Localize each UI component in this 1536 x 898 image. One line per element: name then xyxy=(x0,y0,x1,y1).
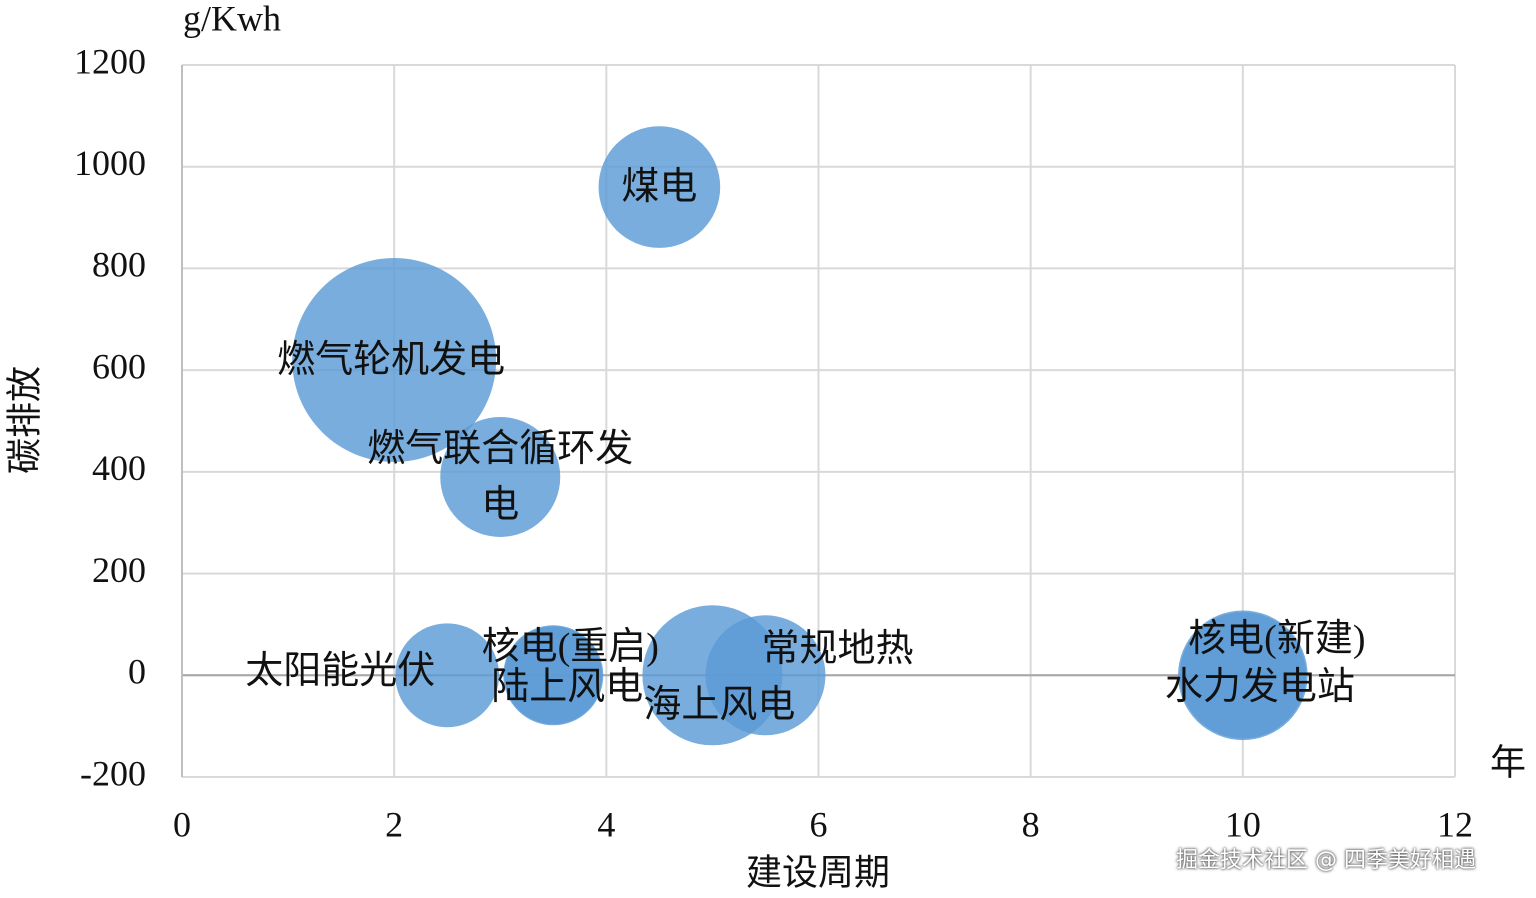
bubble-label: 燃气联合循环发电 xyxy=(367,427,634,526)
bubble-label: 核电(重启) xyxy=(481,626,659,669)
y-tick-label: 800 xyxy=(92,245,146,285)
bubble xyxy=(504,626,603,725)
bubble-label: 常规地热 xyxy=(761,628,914,671)
x-axis-title: 建设周期 xyxy=(746,852,890,892)
y-tick-label: -200 xyxy=(80,753,146,793)
y-axis-title: 碳排放 xyxy=(4,366,44,474)
x-tick-label: 4 xyxy=(597,804,615,844)
y-tick-label: 600 xyxy=(92,346,146,386)
watermark: 掘金技术社区 @ 四季美好相遇 xyxy=(1176,848,1476,873)
bubble xyxy=(598,126,721,248)
y-tick-label: 200 xyxy=(92,550,146,590)
x-tick-label: 6 xyxy=(810,804,828,844)
bubble-label: 太阳能光伏 xyxy=(245,650,436,693)
bubble xyxy=(705,615,826,736)
y-tick-label: 1000 xyxy=(74,143,146,183)
y-unit: g/Kwh xyxy=(183,0,281,38)
x-tick-label: 2 xyxy=(385,804,403,844)
x-tick-label: 0 xyxy=(173,804,191,844)
x-tick-label: 8 xyxy=(1022,804,1040,844)
bubble-label: 水力发电站 xyxy=(1164,666,1355,709)
bubble-label: 海上风电 xyxy=(643,684,796,727)
x-unit: 年 xyxy=(1490,742,1526,782)
bubble xyxy=(395,623,500,728)
bubble-label: 核电(新建) xyxy=(1188,618,1366,661)
x-tick-label: 12 xyxy=(1437,804,1473,844)
x-tick-label: 10 xyxy=(1225,804,1261,844)
y-tick-label: 1200 xyxy=(74,41,146,81)
y-tick-label: 0 xyxy=(128,652,146,692)
bubble-label: 煤电 xyxy=(621,166,698,209)
bubble-label: 燃气轮机发电 xyxy=(277,338,506,381)
bubble xyxy=(440,416,561,537)
bubble-label: 陆上风电 xyxy=(491,666,644,709)
y-tick-label: 400 xyxy=(92,448,146,488)
bubble xyxy=(1179,612,1307,739)
bubble xyxy=(292,257,497,462)
